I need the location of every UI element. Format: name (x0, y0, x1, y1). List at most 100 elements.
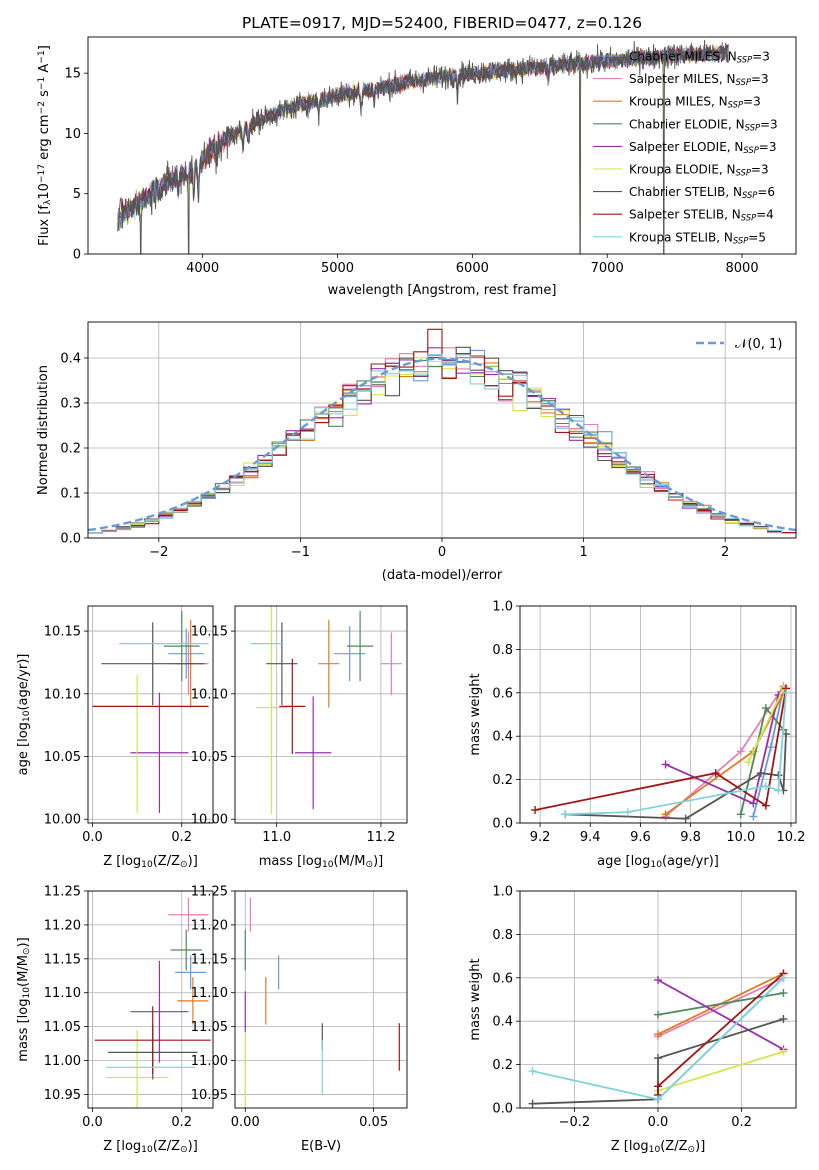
x-tick-label: 10.0 (726, 830, 755, 845)
x-tick-label: 11.2 (366, 830, 395, 845)
axes-frame (87, 321, 797, 539)
axes-frame (234, 890, 408, 1109)
y-tick-label: 10.10 (44, 687, 81, 702)
y-tick-label: 0.2 (492, 1058, 513, 1073)
y-tick-label: 0.0 (60, 532, 81, 547)
y-tick-label: 11.10 (44, 986, 81, 1001)
series-kroupa-stelib (528, 973, 788, 1104)
legend-entry: Salpeter ELODIE, NSSP=3 (629, 140, 777, 155)
x-tick-label: 9.6 (630, 830, 651, 845)
mass-vs-Z-ylabel: mass [log10(M/M⊙)] (16, 937, 32, 1061)
weights-vs-Z-ylabel: mass weight (468, 958, 483, 1040)
weights-vs-Z-axes: −0.2 0.0 0.2 0.0 0.2 0.4 0.6 0.8 1.0 (492, 885, 796, 1130)
legend-entry: 𝒩(0, 1) (735, 337, 782, 352)
y-tick-label: 11.20 (44, 918, 81, 933)
point-kroupa-miles (177, 977, 209, 1025)
x-tick-label: 8000 (726, 261, 759, 276)
series-salpeter-miles (661, 682, 788, 821)
histogram-kroupa-stelib (88, 354, 796, 535)
point-kroupa-miles (318, 619, 340, 708)
point-salpeter-elodie (130, 692, 189, 813)
y-tick-label: 10.05 (191, 750, 228, 765)
x-tick-label: −2 (149, 545, 168, 560)
y-tick-label: 1.0 (492, 600, 513, 615)
y-tick-label: 11.20 (191, 918, 228, 933)
x-tick-label: 7000 (591, 261, 624, 276)
x-tick-label: 6000 (456, 261, 489, 276)
x-tick-label: −1 (291, 545, 310, 560)
x-tick-label: 0.2 (171, 1115, 192, 1130)
y-tick-label: 1.0 (492, 885, 513, 900)
legend-entry: Salpeter STELIB, NSSP=4 (629, 208, 774, 223)
y-tick-label: 11.00 (44, 1054, 81, 1069)
x-tick-label: 0.0 (82, 830, 103, 845)
y-tick-label: 0 (73, 248, 81, 263)
y-tick-label: 0.6 (492, 971, 513, 986)
x-tick-label: 5000 (321, 261, 354, 276)
y-tick-label: 10 (64, 127, 81, 142)
mass-vs-EBV-axes: 0.00 0.05 10.95 11.00 11.05 11.10 11.15 11.20 11… (191, 885, 407, 1130)
weights-vs-Z-xlabel: Z [log10(Z/Z⊙)] (611, 1139, 706, 1155)
x-tick-label: 1 (579, 545, 587, 560)
y-tick-label: 0.0 (492, 817, 513, 832)
series-salpeter-stelib (531, 684, 790, 814)
mass-vs-EBV-xlabel: E(B-V) (301, 1139, 341, 1154)
x-tick-label: 0.0 (648, 1115, 669, 1130)
x-tick-label: 4000 (186, 261, 219, 276)
point-chabrier-stelib (101, 622, 205, 706)
residuals-xlabel: (data-model)/error (382, 568, 503, 583)
residuals-ylabel: Normed distribution (36, 365, 51, 495)
weights-vs-age-xlabel: age [log10(age/yr)] (597, 854, 719, 870)
legend-entry: Kroupa STELIB, NSSP=5 (629, 230, 766, 245)
spectrum-line-chabrier-stelib (117, 39, 729, 254)
y-tick-label: 0.4 (60, 352, 81, 367)
age-vs-mass-xlabel: mass [log10(M/M⊙)] (259, 854, 383, 870)
y-tick-label: 10.15 (44, 625, 81, 640)
spectrum-xlabel: wavelength [Angstrom, rest frame] (328, 283, 557, 298)
point-salpeter-elodie (294, 696, 332, 810)
y-tick-label: 10.05 (44, 750, 81, 765)
y-tick-label: 0.4 (492, 730, 513, 745)
y-tick-label: 0.4 (492, 1015, 513, 1030)
point-kroupa-elodie (255, 606, 288, 815)
y-tick-label: 11.15 (191, 952, 228, 967)
x-tick-label: 9.8 (680, 830, 701, 845)
y-tick-label: 11.25 (44, 885, 81, 900)
y-tick-label: 5 (73, 187, 81, 202)
point-chabrier-elodie (170, 929, 202, 971)
y-tick-label: 0.2 (492, 773, 513, 788)
weights-vs-age-ylabel: mass weight (468, 673, 483, 755)
y-tick-label: 0.1 (60, 487, 81, 502)
point-chabrier-miles (175, 955, 207, 990)
legend-entry: Chabrier STELIB, NSSP=6 (629, 185, 775, 200)
y-tick-label: 10.10 (191, 687, 228, 702)
point-salpeter-miles (168, 897, 209, 932)
x-tick-label: −0.2 (559, 1115, 591, 1130)
x-tick-label: 0.2 (731, 1115, 752, 1130)
point-chabrier-elodie (347, 611, 374, 682)
y-tick-label: 0.2 (60, 442, 81, 457)
age-vs-mass-axes: 11.0 11.2 10.00 10.05 10.10 10.15 (191, 606, 407, 845)
y-tick-label: 0.0 (492, 1102, 513, 1117)
spectrum-ylabel: Flux [fλ10−17 erg cm−2 s−1 A−1] (37, 45, 53, 246)
age-vs-Z-xlabel: Z [log10(Z/Z⊙)] (103, 854, 198, 870)
y-tick-label: 0.6 (492, 686, 513, 701)
axes-frame (234, 605, 408, 824)
y-tick-label: 11.05 (191, 1020, 228, 1035)
y-tick-label: 11.10 (191, 986, 228, 1001)
legend-entry: Kroupa ELODIE, NSSP=3 (629, 163, 769, 178)
point-kroupa-elodie (105, 1030, 169, 1108)
spectrum-axes: 4000 5000 6000 7000 8000 0 5 10 15 (64, 67, 758, 276)
x-tick-label: 10.2 (777, 830, 806, 845)
mass-vs-Z-axes: 0.0 0.2 10.95 11.00 11.05 11.10 11.15 11.20 11.2… (44, 885, 213, 1130)
legend-entry: Kroupa MILES, NSSP=3 (629, 95, 761, 110)
legend-entry: Chabrier ELODIE, NSSP=3 (629, 117, 778, 132)
y-tick-label: 0.3 (60, 397, 81, 412)
y-tick-label: 0.8 (492, 928, 513, 943)
x-tick-label: 9.2 (530, 830, 551, 845)
point-salpeter-elodie (130, 960, 189, 1063)
legend-entry: Salpeter MILES, NSSP=3 (629, 72, 769, 87)
x-tick-label: 0.0 (82, 1115, 103, 1130)
y-tick-label: 11.15 (44, 952, 81, 967)
y-tick-label: 10.95 (191, 1088, 228, 1103)
